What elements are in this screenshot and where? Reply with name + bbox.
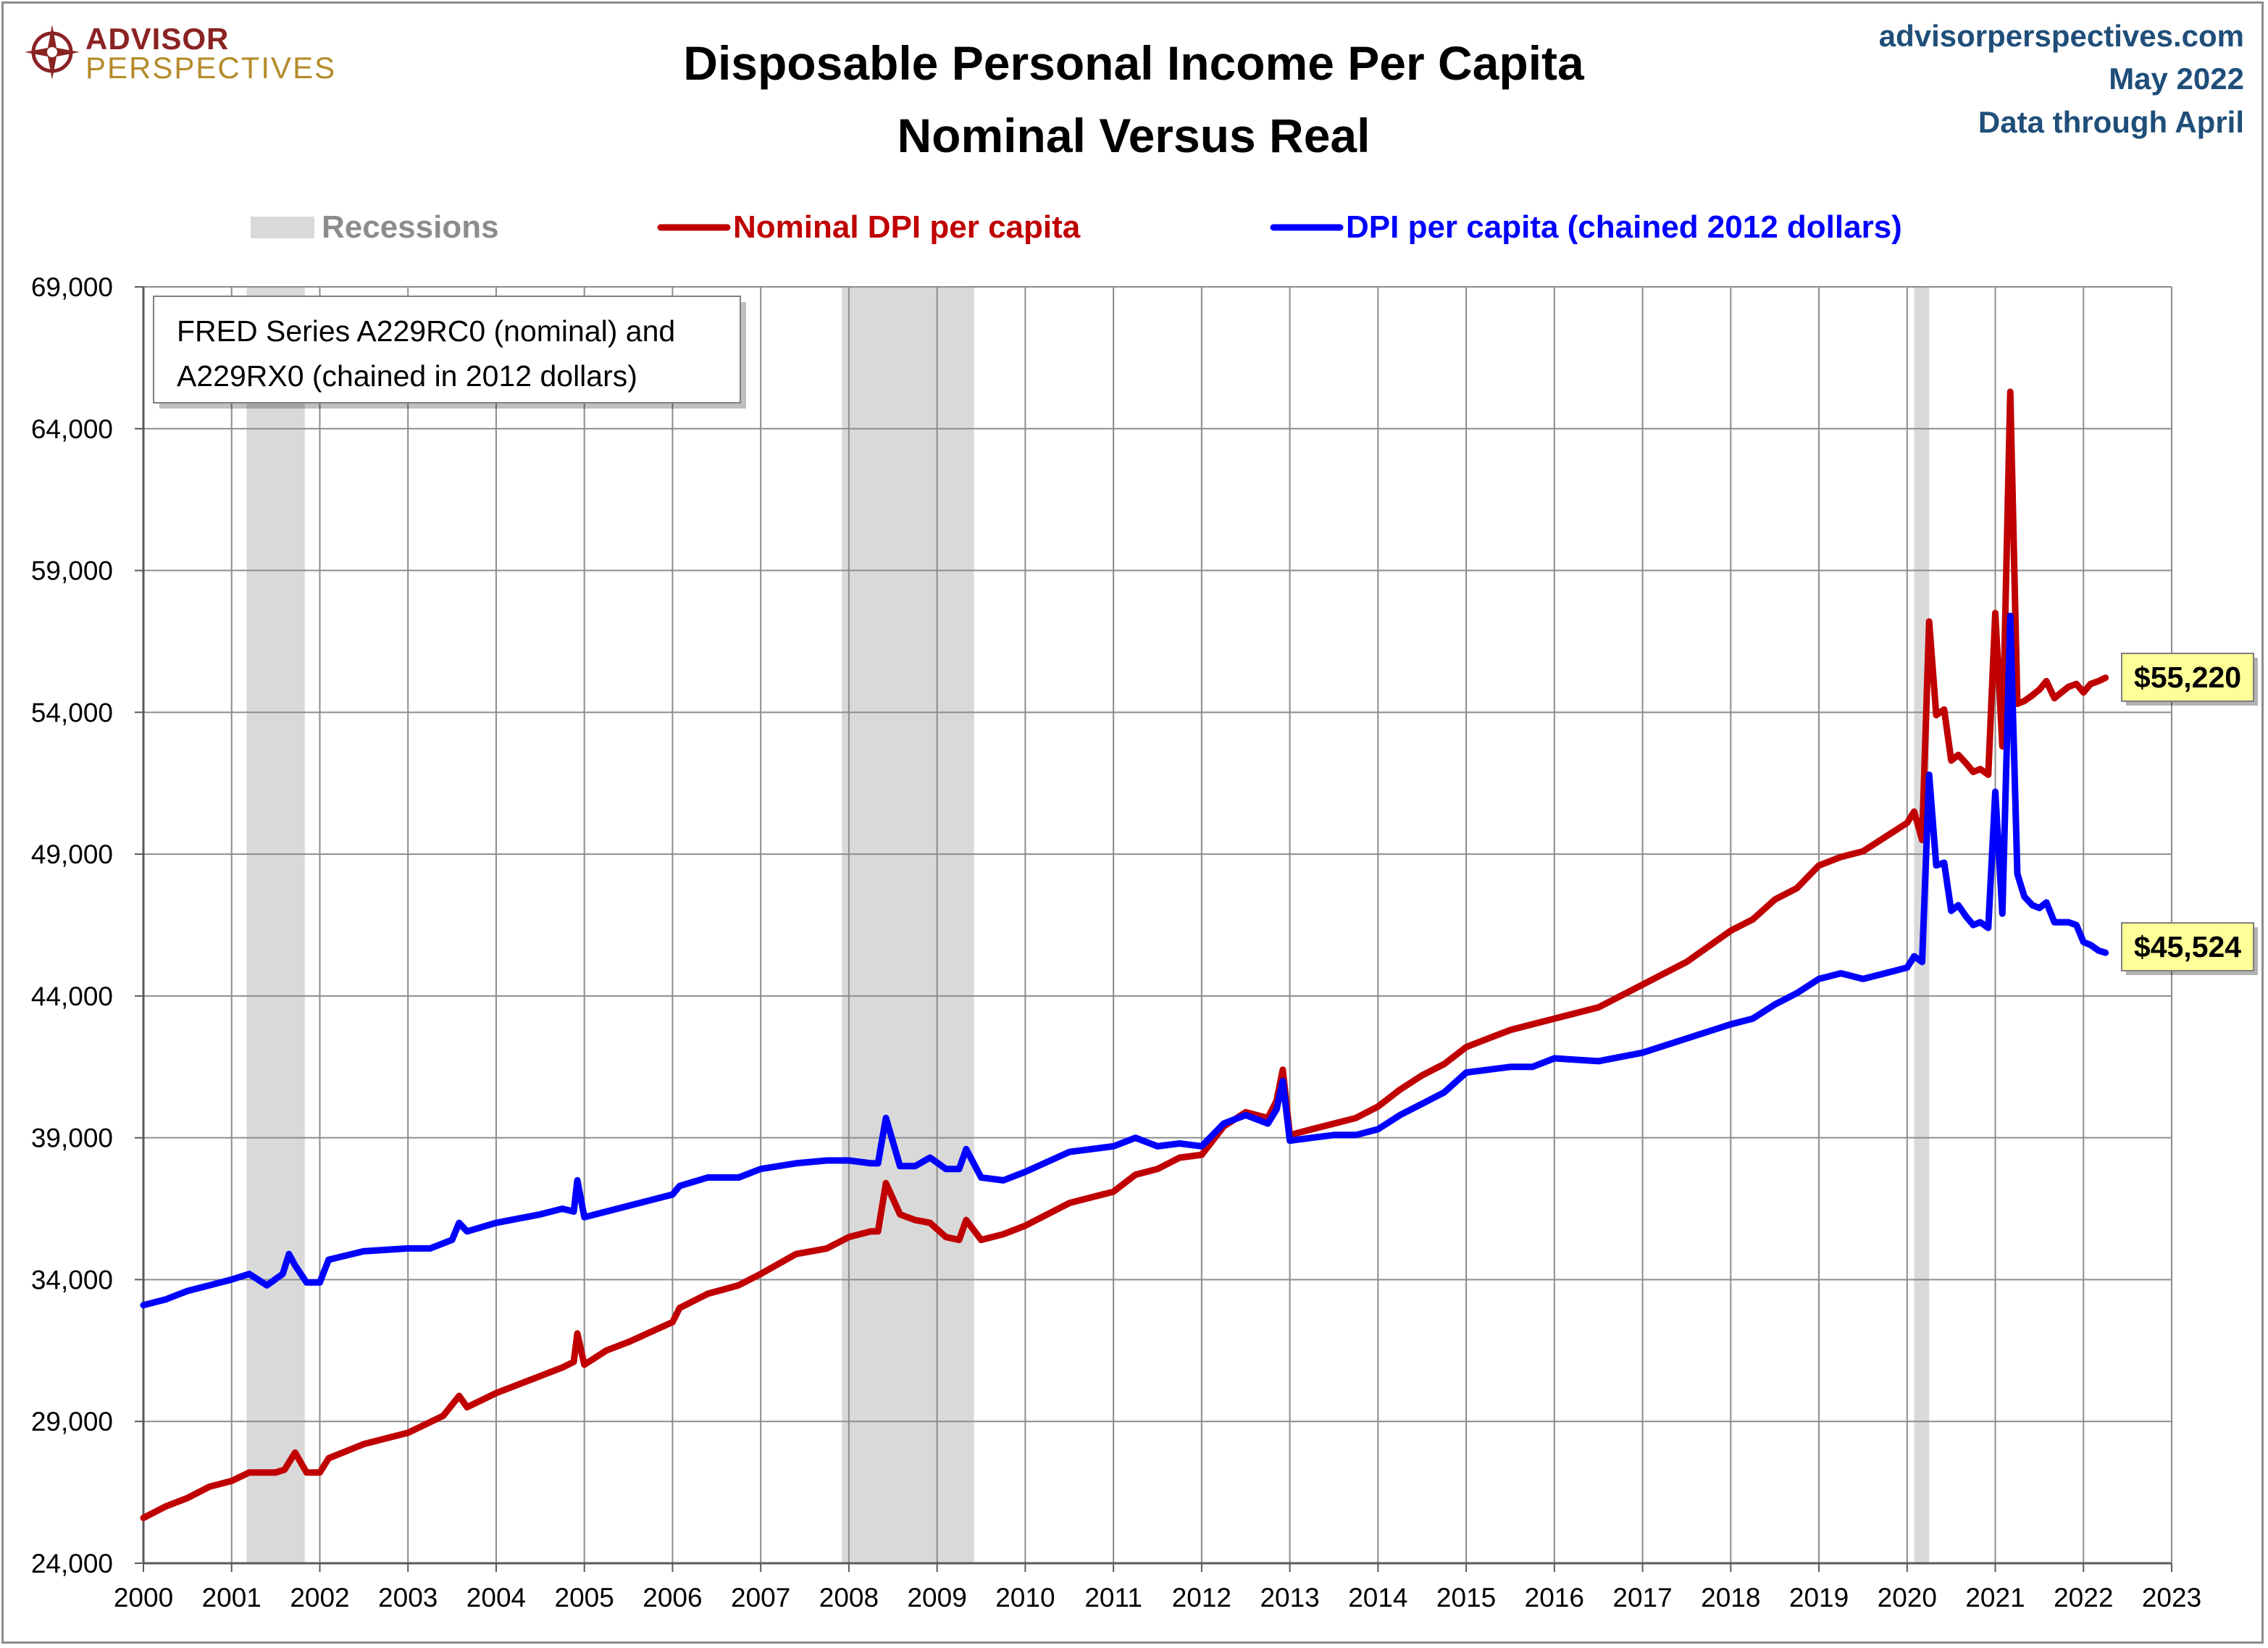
series-line-real	[140, 612, 2109, 1309]
recession-bands	[246, 287, 1930, 1563]
x-tick-label: 2005	[555, 1583, 614, 1613]
x-tick-label: 2000	[114, 1583, 173, 1613]
axes: 24,000 29,000 34,000 39,000 44,000 49,000 54,0…	[31, 272, 2201, 1613]
x-tick-label: 2004	[466, 1583, 526, 1613]
x-tick-label: 2017	[1612, 1583, 1672, 1613]
source-site: advisorperspectives.com	[1879, 19, 2244, 53]
gridlines	[143, 286, 2172, 1564]
x-tick-label: 2015	[1436, 1583, 1496, 1613]
y-tick-label: 54,000	[31, 698, 113, 727]
logo-top-text: ADVISOR	[85, 22, 229, 56]
x-tick-label: 2021	[1965, 1583, 2025, 1613]
y-tick-label: 59,000	[31, 556, 113, 586]
chart-title-line2: Nominal Versus Real	[897, 109, 1371, 162]
legend-recessions-label: Recessions	[322, 209, 499, 245]
legend-real-label: DPI per capita (chained 2012 dollars)	[1346, 209, 1902, 245]
x-tick-label: 2020	[1878, 1583, 1937, 1613]
x-tick-label: 2023	[2142, 1583, 2201, 1613]
series-line-nominal	[140, 388, 2109, 1521]
x-tick-label: 2010	[995, 1583, 1055, 1613]
fred-note-box: FRED Series A229RC0 (nominal) and A229RX…	[153, 296, 746, 409]
advisor-perspectives-logo: ADVISOR PERSPECTIVES	[25, 22, 336, 85]
end-label-real: $45,524	[2121, 922, 2258, 975]
source-through: Data through April	[1978, 105, 2244, 139]
x-tick-label: 2011	[1084, 1583, 1142, 1613]
x-tick-label: 2003	[378, 1583, 438, 1613]
x-tick-label: 2007	[731, 1583, 790, 1613]
legend: Recessions Nominal DPI per capita DPI pe…	[251, 209, 1902, 245]
end-label-real-text: $45,524	[2134, 930, 2241, 963]
y-tick-label: 64,000	[31, 414, 113, 444]
chart-title-line1: Disposable Personal Income Per Capita	[683, 36, 1585, 90]
y-tick-label: 34,000	[31, 1265, 113, 1294]
y-tick-label: 29,000	[31, 1407, 113, 1436]
x-tick-label: 2008	[819, 1583, 879, 1613]
x-tick-label: 2018	[1701, 1583, 1760, 1613]
x-tick-label: 2001	[202, 1583, 261, 1613]
legend-recession-swatch	[251, 217, 314, 238]
x-tick-label: 2019	[1789, 1583, 1849, 1613]
legend-nominal-label: Nominal DPI per capita	[733, 209, 1081, 245]
y-tick-label: 24,000	[31, 1549, 113, 1578]
x-tick-label: 2014	[1348, 1583, 1407, 1613]
x-tick-label: 2022	[2054, 1583, 2113, 1613]
y-tick-label: 44,000	[31, 982, 113, 1011]
logo-bottom-text: PERSPECTIVES	[85, 51, 336, 85]
y-tick-label: 49,000	[31, 840, 113, 869]
note-line2: A229RX0 (chained in 2012 dollars)	[177, 359, 637, 393]
note-line1: FRED Series A229RC0 (nominal) and	[177, 314, 675, 348]
end-label-nominal: $55,220	[2121, 653, 2258, 706]
series-lines	[140, 388, 2109, 1521]
recession-band-1	[842, 287, 974, 1563]
x-tick-label: 2002	[290, 1583, 349, 1613]
x-tick-label: 2006	[643, 1583, 702, 1613]
x-tick-label: 2009	[907, 1583, 966, 1613]
end-label-nominal-text: $55,220	[2134, 661, 2241, 694]
compass-icon	[25, 25, 80, 80]
y-tick-label: 39,000	[31, 1124, 113, 1153]
x-tick-label: 2012	[1172, 1583, 1231, 1613]
source-date: May 2022	[2109, 62, 2244, 96]
y-tick-label: 69,000	[31, 272, 113, 302]
x-tick-label: 2016	[1525, 1583, 1584, 1613]
x-tick-label: 2013	[1260, 1583, 1319, 1613]
recession-band-0	[246, 287, 305, 1563]
